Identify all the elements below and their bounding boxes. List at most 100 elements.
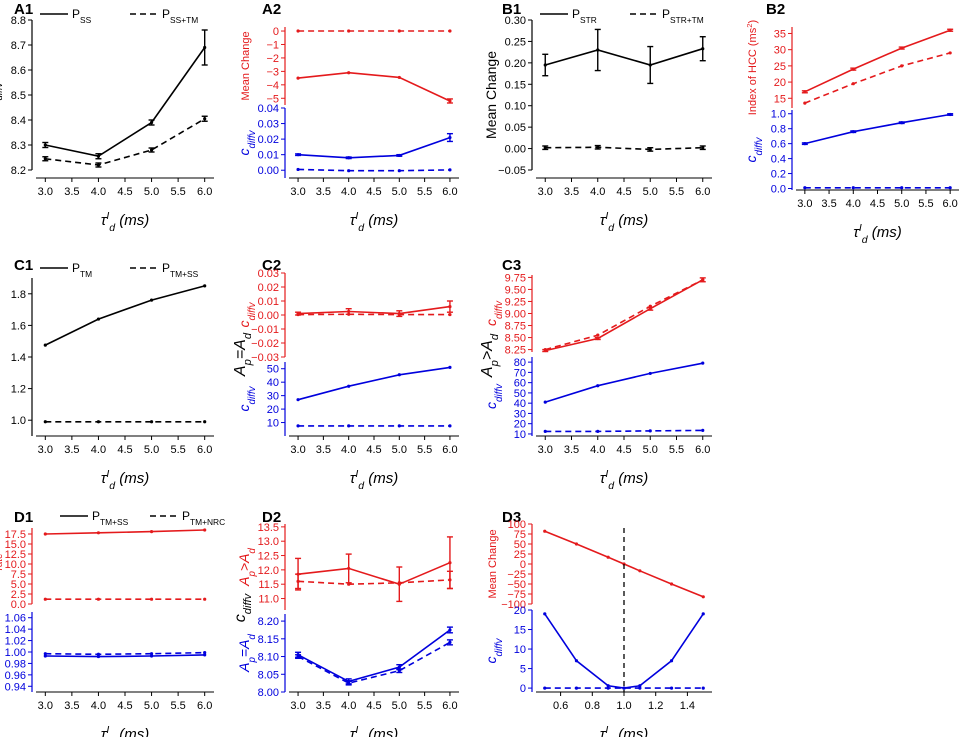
data-point — [851, 82, 855, 86]
data-point — [203, 650, 207, 655]
axis-group: 0 5 10 15 20 cdiffv — [483, 605, 705, 695]
x-tick-label: 6.0 — [695, 444, 710, 456]
data-point — [347, 566, 351, 571]
data-point — [948, 186, 952, 190]
y-tick-label: 0.02 — [258, 134, 279, 146]
x-tick-label: 6.0 — [943, 198, 958, 210]
data-point — [149, 120, 154, 125]
x-tick-label: 3.5 — [564, 444, 579, 456]
data-point — [203, 284, 207, 288]
y-tick-label: 0.10 — [505, 101, 526, 113]
series-line — [298, 305, 451, 315]
y-axis-label: Mean Change — [483, 51, 499, 139]
axis-group: 8.258.508.759.009.259.509.75 cdiffv — [483, 272, 706, 357]
x-tick-label: 4.5 — [117, 444, 132, 456]
x-axis-label: τId (ms) — [350, 724, 399, 737]
data-point — [296, 167, 300, 172]
data-point — [149, 148, 154, 152]
data-point — [347, 582, 351, 586]
y-tick-label: 0.05 — [505, 122, 526, 134]
data-point — [596, 429, 600, 433]
y-tick-label: 1.6 — [11, 320, 26, 332]
axis-group: −0.03 −0.02 −0.01 0.00 0.01 0.02 0.03 cdiffv — [236, 268, 453, 364]
data-point — [701, 47, 705, 51]
data-point — [900, 186, 904, 190]
y-axis-label: Mean Change — [240, 31, 252, 100]
x-tick-label: 6.0 — [442, 186, 457, 198]
series-line — [545, 279, 704, 351]
y-tick-label: 10.0 — [5, 559, 26, 571]
data-point — [851, 67, 855, 71]
data-point — [543, 429, 547, 433]
y-axis-label: cdiffv — [483, 300, 505, 326]
x-tick-label: 4.5 — [616, 444, 631, 456]
y-tick-label: 0.01 — [258, 296, 279, 308]
data-point — [43, 157, 47, 161]
y-tick-label: 20 — [267, 404, 279, 416]
x-axis-label: τId (ms) — [350, 468, 399, 492]
x-tick-label: 5.0 — [144, 700, 159, 712]
data-point — [397, 29, 401, 33]
y-tick-label: 1.2 — [11, 384, 26, 396]
y-tick-label: 1.8 — [11, 289, 26, 301]
x-tick-label: 3.5 — [64, 186, 79, 198]
panel-c1: C1 3.0 3.5 4.0 4.5 5.0 5.5 6.0 τId (ms) 1.0 1.2 1.4… — [11, 257, 214, 492]
y-tick-label: 8.8 — [11, 15, 26, 27]
data-point — [149, 298, 154, 302]
y-tick-label: 8.5 — [11, 90, 26, 102]
data-point — [596, 145, 600, 149]
data-point — [543, 400, 547, 404]
y-tick-label: 50 — [514, 388, 526, 400]
axis-group: 0.02.55.07.510.012.515.017.5 σrate — [0, 528, 207, 611]
x-axis-label: τId (ms) — [600, 724, 649, 737]
data-point — [543, 529, 547, 533]
series-line — [545, 362, 703, 403]
y-tick-label: 0.25 — [505, 36, 526, 48]
data-point — [397, 581, 401, 585]
data-point — [648, 304, 652, 308]
y-axis-label: Ap=Ad — [236, 634, 258, 673]
data-point — [648, 63, 652, 67]
x-tick-label: 5.5 — [918, 198, 933, 210]
axis-group: −0.05 0.00 0.05 0.10 0.15 0.20 0.25 0.30 Mean Ch… — [483, 15, 706, 177]
data-point — [803, 142, 807, 146]
y-axis-label: cdiffv — [236, 385, 258, 411]
x-tick-label: 5.0 — [643, 444, 658, 456]
x-tick-label: 5.5 — [417, 444, 432, 456]
y-tick-label: 8.7 — [11, 40, 26, 52]
data-point — [803, 101, 807, 105]
y-tick-label: 30 — [774, 45, 786, 57]
data-point — [296, 654, 300, 659]
y-tick-label: 8.25 — [505, 345, 526, 357]
series-line — [298, 71, 451, 102]
data-point — [43, 343, 47, 347]
data-point — [296, 579, 300, 583]
panel-b1: B1 3.0 3.5 4.0 4.5 5.0 5.5 6.0 τId (ms) −0.05 0.00… — [483, 1, 712, 234]
y-tick-label: 20 — [514, 419, 526, 431]
x-tick-label: 4.0 — [341, 700, 356, 712]
data-point — [448, 640, 452, 644]
series-line — [45, 118, 206, 166]
data-point — [574, 542, 579, 546]
panel-label: D1 — [14, 509, 33, 526]
x-tick-label: 3.0 — [290, 700, 305, 712]
x-tick-label: 4.0 — [91, 444, 106, 456]
y-axis-label: cdiffv — [743, 136, 765, 162]
series-line — [298, 168, 450, 172]
y-axis-label: Index of HCC (ms2) — [745, 20, 760, 115]
panel-label: D2 — [262, 509, 281, 526]
x-tick-label: 5.0 — [894, 198, 909, 210]
y-tick-label: 0 — [520, 683, 526, 695]
y-tick-label: 0.03 — [258, 119, 279, 131]
data-point — [203, 528, 207, 532]
x-tick-label: 3.5 — [316, 444, 331, 456]
y-tick-label: 8.3 — [11, 140, 26, 152]
series-line — [298, 579, 450, 586]
y-tick-label: 0.98 — [5, 658, 26, 670]
x-tick-label: 4.5 — [117, 186, 132, 198]
data-point — [448, 578, 452, 582]
y-tick-label: 8.50 — [505, 333, 526, 345]
y-tick-label: 8.05 — [258, 669, 279, 681]
x-tick-label: 3.5 — [821, 198, 836, 210]
